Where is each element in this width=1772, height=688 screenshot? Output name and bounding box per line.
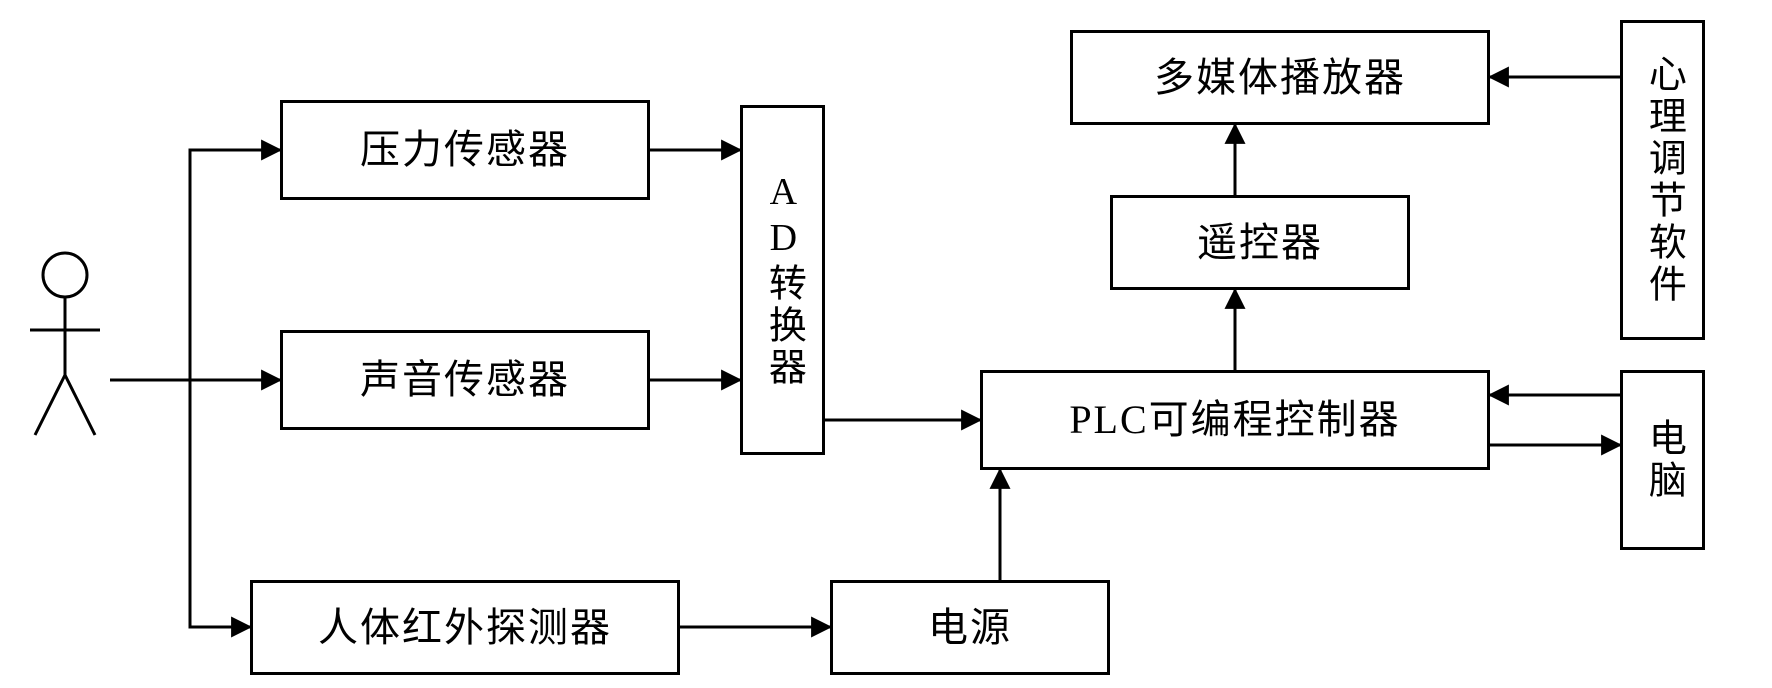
node-label-pressure: 压力传感器 [360,128,570,172]
node-plc: PLC可编程控制器 [980,370,1490,470]
node-ad: AD转换器 [740,105,825,455]
node-label-remote: 遥控器 [1197,221,1323,265]
edge-person-to-pressure [110,150,280,380]
node-ir: 人体红外探测器 [250,580,680,675]
edge-person-to-ir [190,380,250,627]
node-label-computer: 电脑 [1642,418,1684,502]
node-label-sound: 声音传感器 [360,358,570,402]
node-pressure: 压力传感器 [280,100,650,200]
node-sound: 声音传感器 [280,330,650,430]
node-computer: 电脑 [1620,370,1705,550]
node-label-software: 心理调节软件 [1642,54,1684,306]
node-label-media: 多媒体播放器 [1154,56,1406,100]
node-label-ad: AD转换器 [762,171,804,389]
node-label-ir: 人体红外探测器 [318,606,612,650]
node-power: 电源 [830,580,1110,675]
node-media: 多媒体播放器 [1070,30,1490,125]
node-label-power: 电源 [928,606,1012,650]
node-software: 心理调节软件 [1620,20,1705,340]
node-label-plc: PLC可编程控制器 [1069,398,1400,442]
node-remote: 遥控器 [1110,195,1410,290]
